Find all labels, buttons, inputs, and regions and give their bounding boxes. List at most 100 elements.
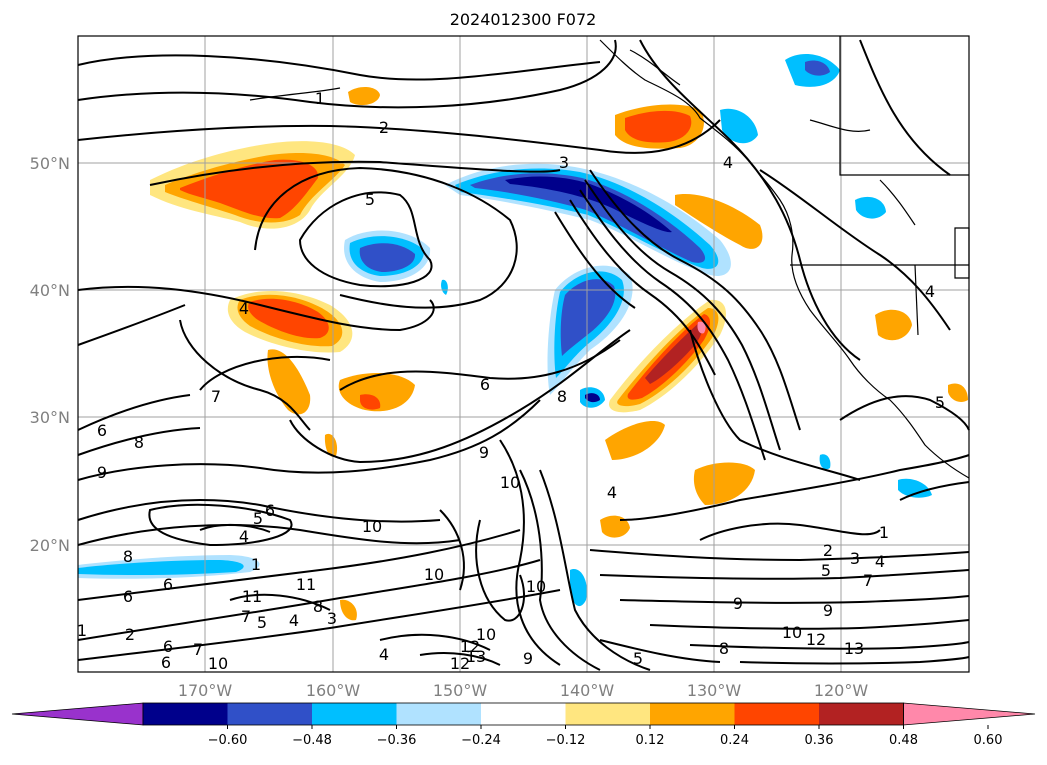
colorbar-tick-label: 0.12: [636, 733, 665, 748]
contour-label: 2: [125, 625, 135, 644]
contour-label: 1: [251, 555, 261, 574]
contour-label: 6: [163, 575, 173, 594]
contour-lines: [77, 39, 970, 671]
contour-label: 4: [607, 483, 617, 502]
colorbar-tick-label: −0.60: [208, 733, 248, 748]
colorbar-tick-label: −0.48: [292, 733, 332, 748]
contour-label: 10: [526, 577, 546, 596]
contour-label: 12: [450, 654, 470, 673]
contour-label: 10: [476, 625, 496, 644]
contour-label: 4: [289, 611, 299, 630]
shading-layer: [78, 54, 968, 621]
colorbar-segment: [481, 703, 566, 725]
contour-label: 11: [242, 587, 262, 606]
colorbar-tick-label: 0.36: [805, 733, 834, 748]
colorbar-tick-label: −0.12: [546, 733, 586, 748]
contour-label: 6: [480, 375, 490, 394]
contour-label: 6: [123, 587, 133, 606]
contour-label: 7: [863, 571, 873, 590]
contour-label: 9: [479, 443, 489, 462]
contour-label: 6: [163, 637, 173, 656]
colorbar-segment: [143, 703, 228, 725]
lat-label: 40°N: [30, 281, 70, 300]
contour-label: 5: [935, 393, 945, 412]
colorbar: −0.60 −0.48 −0.36 −0.24 −0.12 0.12 0.24 0.36 0.4…: [11, 702, 1036, 748]
contour-label: 3: [559, 153, 569, 172]
contour-label: 13: [466, 647, 486, 666]
contour-label: 1: [315, 89, 325, 108]
contour-label: 4: [925, 282, 935, 301]
colorbar-tick-label: −0.36: [377, 733, 417, 748]
contour-label: 3: [327, 609, 337, 628]
colorbar-segment: [734, 703, 820, 725]
colorbar-segment: [565, 703, 651, 725]
contour-label: 6: [161, 653, 171, 672]
lon-label: 150°W: [433, 681, 488, 700]
contour-label: 4: [723, 153, 733, 172]
colorbar-segment: [396, 703, 482, 725]
map-frame: [77, 35, 970, 673]
colorbar-segment: [819, 703, 904, 725]
lat-label: 20°N: [30, 536, 70, 555]
contour-label: 9: [733, 594, 743, 613]
contour-label: 10: [782, 623, 802, 642]
contour-label: 9: [823, 601, 833, 620]
contour-label: 3: [850, 549, 860, 568]
contour-label: 7: [241, 607, 251, 626]
contour-label: 6: [97, 421, 107, 440]
contour-label: 5: [633, 649, 643, 668]
colorbar-tick-label: 0.48: [889, 733, 918, 748]
lon-label: 140°W: [560, 681, 615, 700]
contour-label: 5: [365, 190, 375, 209]
contour-label: 13: [844, 639, 864, 658]
colorbar-tick-label: −0.24: [461, 733, 501, 748]
contour-label: 6: [265, 501, 275, 520]
contour-label: 4: [239, 299, 249, 318]
longitude-axis: 170°W 160°W 150°W 140°W 130°W 120°W: [178, 681, 869, 700]
contour-label: 10: [424, 565, 444, 584]
contour-label: 2: [823, 541, 833, 560]
contour-label-group: 1 2 3 5 4 6 7 8 6 8 9 9 10 4 5 6 4 10 1 …: [77, 89, 945, 673]
contour-label: 4: [379, 645, 389, 664]
contour-label: 9: [97, 463, 107, 482]
contour-label: 11: [296, 575, 316, 594]
colorbar-outline: [142, 702, 904, 726]
contour-label: 8: [134, 433, 144, 452]
contour-label: 5: [257, 613, 267, 632]
contour-label: 12: [806, 630, 826, 649]
latitude-axis: 50°N 40°N 30°N 20°N: [30, 154, 70, 555]
contour-label: 2: [379, 118, 389, 137]
colorbar-segment: [312, 703, 397, 725]
colorbar-segment: [650, 703, 735, 725]
contour-label: 1: [77, 621, 87, 640]
contour-label: 10: [500, 473, 520, 492]
lon-label: 130°W: [687, 681, 742, 700]
contour-label: 9: [523, 649, 533, 668]
contour-label: 10: [362, 517, 382, 536]
contour-label: 8: [719, 639, 729, 658]
contour-label: 10: [208, 654, 228, 673]
contour-label: 7: [193, 640, 203, 659]
contour-label: 1: [879, 523, 889, 542]
colorbar-extend-high: [903, 702, 1036, 726]
contour-label: 8: [123, 547, 133, 566]
lon-label: 120°W: [814, 681, 869, 700]
contour-label: 8: [313, 597, 323, 616]
contour-label: 8: [557, 387, 567, 406]
contour-label: 4: [875, 552, 885, 571]
map-panel: 1 2 3 5 4 6 7 8 6 8 9 9 10 4 5 6 4 10 1 …: [77, 35, 970, 673]
lon-label: 170°W: [178, 681, 233, 700]
coastlines: [249, 36, 970, 479]
contour-label: 12: [460, 637, 480, 656]
figure-title: 2024012300 F072: [450, 10, 597, 29]
lat-label: 50°N: [30, 154, 70, 173]
contour-label: 5: [821, 561, 831, 580]
colorbar-tick-label: 0.24: [720, 733, 749, 748]
contour-label: 4: [239, 527, 249, 546]
contour-label: 5: [253, 509, 263, 528]
contour-label: 7: [211, 387, 221, 406]
lat-label: 30°N: [30, 408, 70, 427]
colorbar-segment: [227, 703, 313, 725]
colorbar-tick-label: 0.60: [974, 733, 1003, 748]
